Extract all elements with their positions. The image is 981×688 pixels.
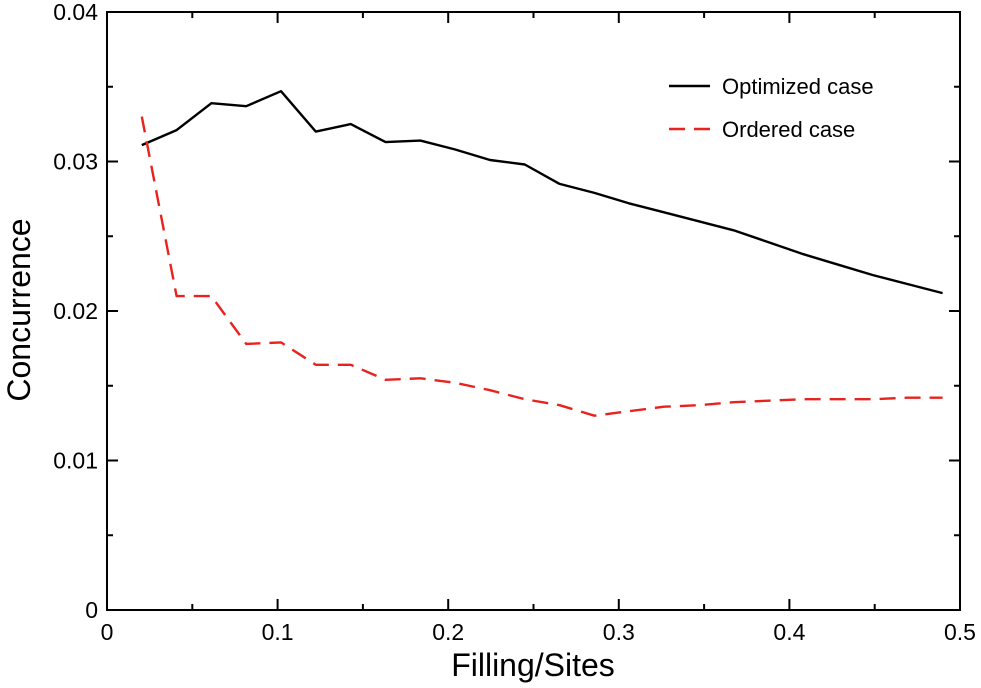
x-axis-title: Filling/Sites — [451, 647, 615, 683]
legend: Optimized case Ordered case — [669, 74, 874, 142]
y-tick-label: 0.01 — [53, 448, 98, 474]
y-tick-label: 0.03 — [53, 149, 98, 175]
x-tick-label: 0.3 — [603, 619, 635, 645]
tick-labels: 0 0.1 0.2 0.3 0.4 0.5 0 0.01 0.02 0.03 0.04 — [53, 0, 976, 645]
series-line-ordered — [140, 116, 943, 417]
plot-border — [106, 11, 961, 611]
legend-label: Ordered case — [722, 117, 855, 142]
y-tick-label: 0.02 — [53, 298, 98, 324]
y-axis-title: Concurrence — [1, 218, 37, 401]
y-tick-label: 0.04 — [53, 0, 98, 25]
series-line-optimized — [141, 89, 943, 295]
x-tick-label: 0 — [101, 619, 114, 645]
x-tick-label: 0.5 — [944, 619, 976, 645]
legend-label: Optimized case — [722, 74, 874, 99]
x-tick-label: 0.1 — [262, 619, 294, 645]
x-tick-label: 0.4 — [773, 619, 805, 645]
y-tick-label: 0 — [85, 597, 98, 623]
series-layer — [140, 89, 943, 417]
axis-ticks — [106, 11, 961, 611]
x-tick-label: 0.2 — [432, 619, 464, 645]
plot-frame — [106, 11, 961, 611]
